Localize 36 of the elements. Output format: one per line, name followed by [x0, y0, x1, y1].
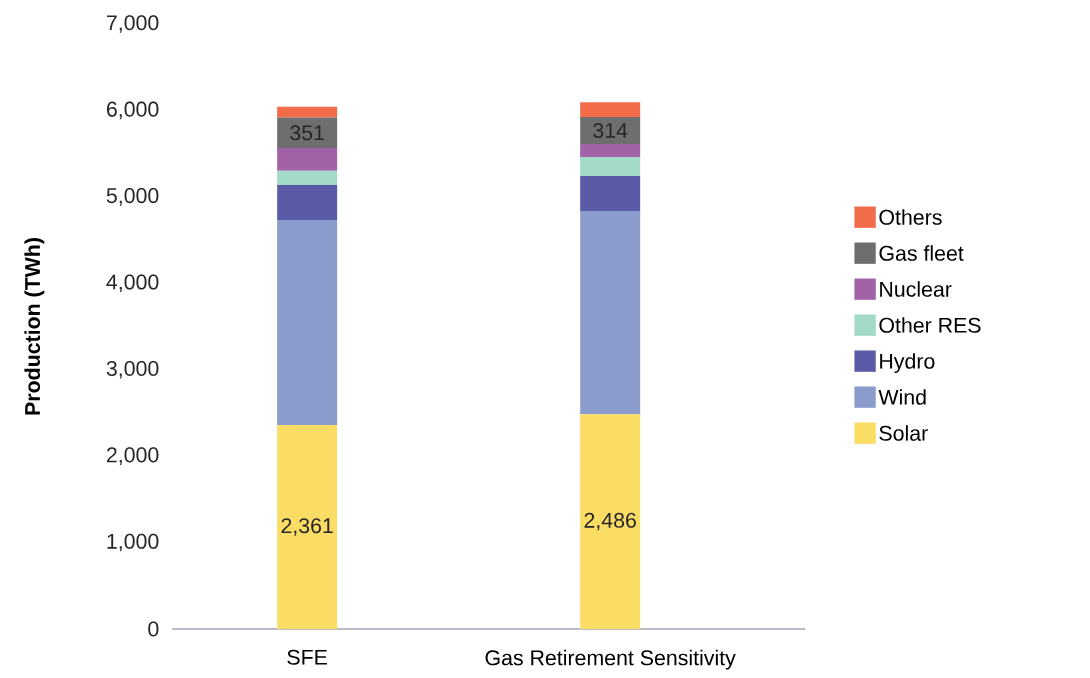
bar: [277, 220, 338, 425]
y-tick-label: 4,000: [106, 274, 159, 293]
bar: [580, 116, 641, 145]
x-tick-label: SFE: [287, 649, 327, 665]
y-tick-label: 6,000: [107, 101, 159, 120]
bar: [277, 106, 338, 118]
bar: [580, 211, 641, 415]
x-tick-label: Gas Retirement Sensitivity: [485, 649, 736, 670]
data-label: 351: [290, 125, 324, 141]
legend-label: Others: [879, 209, 942, 225]
y-tick-label: 3,000: [106, 360, 159, 379]
legend-label: Other RES: [879, 317, 981, 333]
y-tick-label: 1,000: [107, 533, 159, 552]
bar: [580, 102, 641, 117]
bar: [277, 424, 338, 629]
y-tick-label: 2,000: [106, 447, 159, 465]
bar: [580, 414, 641, 629]
y-tick-label: 5,000: [106, 188, 159, 206]
bar: [277, 185, 338, 221]
legend-label: Gas fleet: [879, 245, 964, 261]
bar: [277, 117, 338, 148]
bar: [580, 176, 641, 212]
bar: [580, 157, 641, 177]
y-axis-title: Production (TWh): [24, 238, 45, 415]
bar: [580, 144, 641, 158]
legend-label: Wind: [878, 389, 926, 405]
bar: [277, 170, 338, 186]
data-label: 314: [593, 122, 628, 139]
y-tick-label: 0: [148, 621, 159, 637]
data-label: 2,486: [584, 512, 636, 531]
legend-label: Nuclear: [880, 281, 952, 297]
y-tick-label: 7,000: [107, 15, 159, 33]
legend-label: Solar: [879, 425, 928, 441]
legend-label: Hydro: [880, 353, 935, 374]
data-label: 2,361: [281, 518, 333, 536]
bar: [277, 147, 338, 171]
